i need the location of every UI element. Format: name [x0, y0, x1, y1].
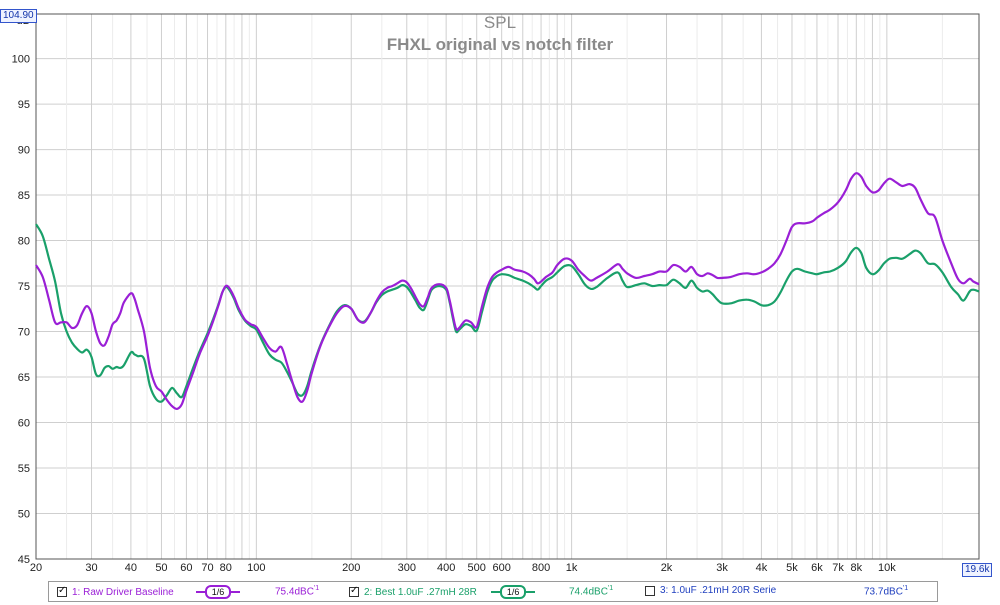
legend-level-3: 73.7dBC'1	[864, 585, 908, 597]
x-tick-label: 500	[468, 562, 486, 574]
level-sup-2: '1	[607, 585, 614, 592]
x-tick-label: 50	[155, 562, 167, 574]
x-tick-label: 4k	[756, 562, 768, 574]
x-tick-label: 10k	[878, 562, 896, 574]
x-max-readout[interactable]: 19.6k	[962, 563, 993, 577]
x-tick-label: 2k	[661, 562, 673, 574]
smoothing-control-1[interactable]: 1/6	[195, 585, 241, 599]
legend-level-2: 74.4dBC'1	[569, 585, 613, 597]
x-tick-label: 1k	[566, 562, 578, 574]
x-tick-label: 6k	[811, 562, 823, 574]
legend-level-1: 75.4dBC'1	[275, 585, 319, 597]
legend-label-2: 2: Best 1.0uF .27mH 28R	[364, 586, 477, 598]
x-tick-label: 100	[247, 562, 265, 574]
x-tick-label: 400	[437, 562, 455, 574]
y-max-readout[interactable]: 104.90	[0, 9, 37, 23]
level-value-3: 73.7dBC	[864, 586, 903, 598]
x-tick-label: 200	[342, 562, 360, 574]
x-tick-label: 7k	[832, 562, 844, 574]
legend-item-3[interactable]: 3: 1.0uF .21mH 20R Serie	[645, 585, 776, 596]
x-tick-label: 800	[532, 562, 550, 574]
checkbox-series-3[interactable]	[645, 585, 655, 596]
x-tick-label: 30	[85, 562, 97, 574]
x-tick-label: 8k	[851, 562, 863, 574]
chart-grid	[35, 14, 979, 560]
x-tick-label: 3k	[716, 562, 728, 574]
y-tick-label: 90	[18, 145, 30, 157]
y-tick-label: 60	[18, 418, 30, 430]
y-tick-label: 45	[18, 554, 30, 566]
level-value-2: 74.4dBC	[569, 586, 608, 598]
level-sup-3: '1	[902, 585, 909, 592]
legend: 1: Raw Driver Baseline 1/6 75.4dBC'1 2: …	[48, 581, 938, 602]
smoothing-control-2[interactable]: 1/6	[490, 585, 536, 599]
y-tick-label: 95	[18, 99, 30, 111]
legend-label-3: 3: 1.0uF .21mH 20R Serie	[660, 585, 777, 596]
y-tick-label: 70	[18, 327, 30, 339]
legend-label-1: 1: Raw Driver Baseline	[72, 586, 174, 598]
legend-item-1[interactable]: 1: Raw Driver Baseline 1/6	[57, 585, 241, 599]
x-tick-label: 40	[125, 562, 137, 574]
chart-title: SPL	[484, 13, 516, 32]
x-tick-label: 70	[201, 562, 213, 574]
y-tick-label: 100	[12, 54, 30, 66]
chart-series	[35, 172, 980, 411]
plot-frame	[35, 13, 980, 560]
x-tick-label: 80	[220, 562, 232, 574]
y-tick-label: 80	[18, 236, 30, 248]
x-axis-ticks: 20 30 40 50 60 70 80 100 200 300 400 500 600 800 1k 2k 3…	[30, 562, 896, 574]
x-tick-label: 5k	[786, 562, 798, 574]
series-line-1	[35, 172, 980, 411]
y-tick-label: 85	[18, 190, 30, 202]
y-axis-ticks: 45 50 55 60 65 70 75 80 85 90 95 100	[12, 54, 30, 566]
x-tick-label: 20	[30, 562, 42, 574]
x-tick-label: 300	[398, 562, 416, 574]
smoothing-label-2: 1/6	[499, 585, 527, 599]
series-line-2	[35, 223, 980, 403]
level-value-1: 75.4dBC	[275, 586, 314, 598]
y-tick-label: 75	[18, 281, 30, 293]
checkbox-series-1[interactable]	[57, 585, 67, 597]
legend-item-2[interactable]: 2: Best 1.0uF .27mH 28R 1/6	[349, 585, 536, 599]
y-tick-label: 65	[18, 372, 30, 384]
x-tick-label: 60	[180, 562, 192, 574]
y-tick-label: 55	[18, 463, 30, 475]
checkbox-series-2[interactable]	[349, 585, 359, 597]
x-tick-label: 600	[492, 562, 510, 574]
level-sup-1: '1	[313, 585, 320, 592]
chart-subtitle: FHXL original vs notch filter	[387, 35, 614, 54]
smoothing-label-1: 1/6	[204, 585, 232, 599]
y-tick-label: 50	[18, 509, 30, 521]
